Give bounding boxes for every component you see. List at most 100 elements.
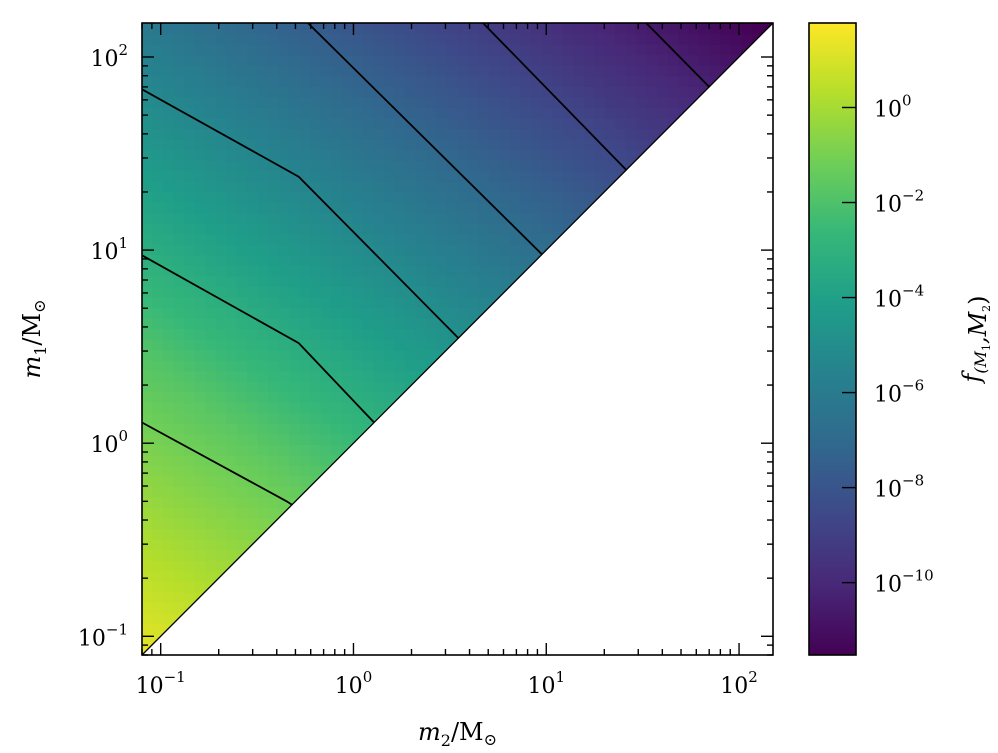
heatmap-cell: [341, 360, 353, 372]
heatmap-cell: [636, 433, 648, 445]
heatmap-cell: [152, 475, 164, 488]
heatmap-cell: [646, 433, 658, 445]
heatmap-cell: [352, 54, 364, 66]
heatmap-cell: [499, 23, 511, 35]
heatmap-cell: [699, 475, 711, 488]
heatmap-cell: [730, 307, 743, 319]
heatmap-cell: [699, 633, 711, 646]
heatmap-cell: [688, 475, 700, 488]
heatmap-cell: [751, 117, 764, 129]
heatmap-cell: [604, 402, 616, 414]
heatmap-cell: [552, 360, 564, 372]
heatmap-cell: [278, 402, 290, 414]
heatmap-cell: [531, 265, 543, 277]
heatmap-cell: [468, 275, 480, 287]
heatmap-cell: [688, 202, 700, 214]
heatmap-cell: [362, 433, 374, 445]
heatmap-cell: [236, 128, 248, 140]
heatmap-cell: [373, 381, 385, 393]
heatmap-cell: [762, 307, 773, 319]
heatmap-cell: [751, 349, 764, 361]
heatmap-cell: [573, 433, 585, 445]
heatmap-cell: [552, 444, 564, 456]
heatmap-cell: [762, 486, 773, 498]
heatmap-cell: [615, 497, 627, 509]
heatmap-cell: [562, 612, 574, 624]
heatmap-cell: [362, 623, 374, 635]
heatmap-cell: [636, 539, 648, 551]
heatmap-cell: [331, 296, 343, 308]
heatmap-cell: [678, 370, 690, 382]
heatmap-cell: [257, 128, 269, 140]
heatmap-cell: [173, 181, 185, 193]
heatmap-cell: [468, 549, 480, 561]
heatmap-cell: [499, 475, 511, 488]
heatmap-cell: [415, 402, 427, 414]
heatmap-cell: [194, 75, 206, 87]
heatmap-cell: [184, 307, 196, 319]
heatmap-cell: [751, 560, 764, 572]
heatmap-cell: [499, 233, 511, 245]
heatmap-cell: [362, 591, 374, 603]
heatmap-cell: [531, 212, 543, 224]
heatmap-cell: [152, 202, 164, 214]
heatmap-cell: [289, 433, 301, 445]
heatmap-cell: [257, 370, 269, 382]
heatmap-cell: [615, 254, 627, 266]
heatmap-cell: [404, 591, 417, 603]
heatmap-cell: [667, 33, 679, 45]
heatmap-cell: [730, 349, 743, 361]
heatmap-cell: [457, 623, 469, 635]
heatmap-cell: [573, 54, 585, 66]
heatmap-cell: [531, 96, 543, 108]
heatmap-cell: [541, 518, 553, 530]
heatmap-cell: [415, 454, 427, 466]
heatmap-cell: [751, 591, 764, 603]
heatmap-cell: [625, 507, 637, 519]
heatmap-cell: [352, 328, 364, 340]
heatmap-cell: [678, 444, 690, 456]
colorbar-frame: [808, 22, 857, 656]
heatmap-cell: [709, 581, 722, 593]
heatmap-cell: [404, 570, 417, 582]
heatmap-cell: [268, 381, 280, 393]
heatmap-cell: [646, 244, 658, 256]
heatmap-cell: [625, 370, 637, 382]
heatmap-cell: [310, 223, 322, 235]
heatmap-cell: [320, 433, 332, 445]
heatmap-cell: [142, 265, 154, 277]
heatmap-cell: [173, 339, 185, 351]
heatmap-cell: [299, 475, 311, 488]
heatmap-cell: [510, 212, 522, 224]
heatmap-cell: [268, 339, 280, 351]
heatmap-cell: [520, 191, 532, 203]
heatmap-cell: [510, 65, 522, 77]
heatmap-cell: [562, 391, 574, 403]
heatmap-cell: [478, 117, 490, 129]
heatmap-cell: [215, 86, 227, 98]
heatmap-cell: [646, 581, 658, 593]
heatmap-cell: [236, 412, 248, 424]
heatmap-cell: [636, 244, 648, 256]
heatmap-cell: [268, 560, 280, 572]
heatmap-cell: [278, 612, 290, 624]
heatmap-cell: [226, 254, 238, 266]
heatmap-cell: [489, 528, 501, 540]
heatmap-cell: [383, 507, 395, 519]
heatmap-cell: [257, 391, 269, 403]
heatmap-cell: [404, 44, 417, 56]
x-tick-label: 102: [720, 668, 758, 699]
heatmap-cell: [299, 286, 311, 298]
heatmap-cell: [751, 223, 764, 235]
heatmap-cell: [699, 349, 711, 361]
heatmap-cell: [562, 465, 574, 477]
heatmap-cell: [215, 349, 227, 361]
heatmap-cell: [205, 539, 217, 551]
heatmap-cell: [289, 159, 301, 172]
heatmap-cell: [383, 244, 395, 256]
heatmap-cell: [510, 307, 522, 319]
heatmap-cell: [720, 191, 732, 203]
heatmap-cell: [615, 23, 627, 35]
heatmap-cell: [594, 402, 606, 414]
heatmap-cell: [510, 317, 522, 330]
